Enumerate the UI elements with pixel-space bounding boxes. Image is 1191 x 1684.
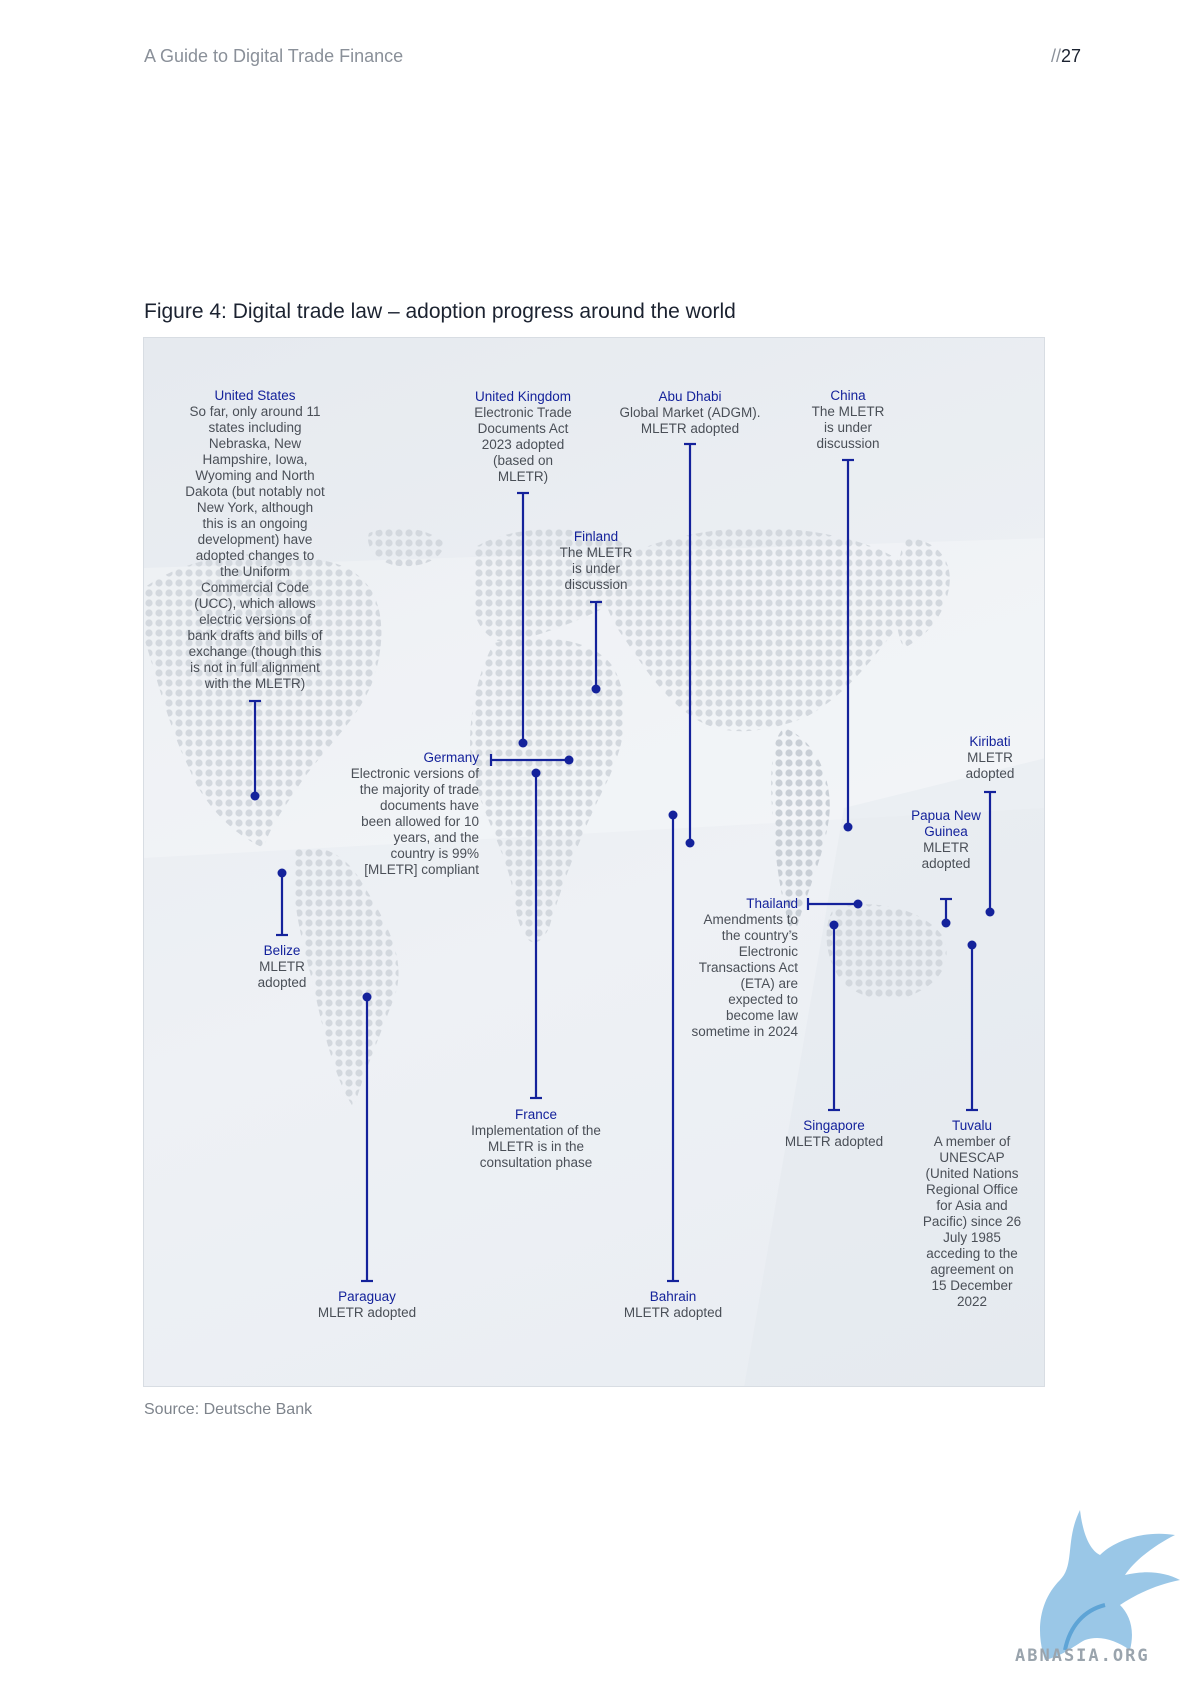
connector-lines (249, 442, 996, 1283)
marker-china (843, 822, 853, 832)
annotation-paraguay: Paraguay MLETR adopted (302, 1289, 432, 1321)
country-status: Amendments to the country’s Electronic T… (691, 912, 798, 1039)
country-name: Belize (263, 943, 301, 958)
country-name: Papua New Guinea (911, 808, 981, 839)
annotation-thailand: Thailand Amendments to the country’s Ele… (686, 896, 798, 1040)
marker-singapore (829, 920, 839, 930)
figure-source: Source: Deutsche Bank (144, 1401, 313, 1418)
country-name: China (830, 388, 866, 403)
world-map-figure: United States So far, only around 11 sta… (143, 337, 1045, 1387)
page-number-value: 27 (1060, 46, 1081, 66)
annotation-papua-new-guinea: Papua New Guinea MLETR adopted (910, 808, 982, 872)
marker-united-states (250, 791, 260, 801)
country-status: So far, only around 11 states including … (185, 404, 325, 691)
country-status: MLETR adopted (623, 1305, 723, 1320)
country-status: The MLETR is under discussion (811, 404, 885, 451)
annotation-united-states: United States So far, only around 11 sta… (185, 388, 325, 692)
country-name: Tuvalu (951, 1118, 993, 1133)
marker-kiribati (985, 907, 995, 917)
country-name: Singapore (803, 1118, 865, 1133)
annotation-bahrain: Bahrain MLETR adopted (608, 1289, 738, 1321)
marker-tuvalu (967, 940, 977, 950)
annotation-france: France Implementation of the MLETR is in… (466, 1107, 606, 1171)
annotation-germany: Germany Electronic versions of the major… (349, 750, 479, 878)
country-name: United States (214, 388, 296, 403)
logo-text: ABNASIA.ORG (1015, 1646, 1150, 1666)
country-status: A member of UNESCAP (United Nations Regi… (922, 1134, 1022, 1309)
country-status: MLETR adopted (784, 1134, 884, 1149)
country-name: Germany (423, 750, 479, 765)
country-name: France (514, 1107, 558, 1122)
country-name: Bahrain (649, 1289, 697, 1304)
griffin-logo-icon (1040, 1510, 1180, 1660)
marker-finland (591, 684, 601, 694)
country-status: MLETR adopted (921, 840, 971, 871)
marker-paraguay (362, 992, 372, 1002)
annotation-singapore: Singapore MLETR adopted (769, 1118, 899, 1150)
country-status: The MLETR is under discussion (559, 545, 633, 592)
document-title: A Guide to Digital Trade Finance (144, 46, 404, 66)
marker-united-kingdom (518, 738, 528, 748)
annotation-finland: Finland The MLETR is under discussion (553, 529, 639, 593)
marker-bahrain (668, 810, 678, 820)
marker-germany (564, 755, 574, 765)
country-status: Implementation of the MLETR is in the co… (471, 1123, 601, 1170)
page-number: //27 (1051, 46, 1081, 67)
annotation-kiribati: Kiribati MLETR adopted (954, 734, 1026, 782)
country-status: Global Market (ADGM). MLETR adopted (619, 405, 761, 436)
marker-abu-dhabi (685, 838, 695, 848)
world-map-svg (144, 442, 1044, 1386)
country-name: Paraguay (338, 1289, 396, 1304)
page-prefix: // (1050, 46, 1061, 66)
annotation-united-kingdom: United Kingdom Electronic Trade Document… (468, 389, 578, 485)
marker-papua-new-guinea (941, 918, 951, 928)
annotation-belize: Belize MLETR adopted (242, 943, 322, 991)
map-shading-right (744, 758, 1044, 1386)
country-status: MLETR adopted (257, 959, 307, 990)
world-map-dots (144, 527, 950, 1108)
marker-belize (277, 868, 287, 878)
annotation-tuvalu: Tuvalu A member of UNESCAP (United Natio… (921, 1118, 1023, 1310)
country-name: Thailand (746, 896, 798, 911)
country-name: Finland (573, 529, 619, 544)
annotation-china: China The MLETR is under discussion (805, 388, 891, 452)
country-status: Electronic Trade Documents Act 2023 adop… (474, 405, 572, 484)
figure-title: Figure 4: Digital trade law – adoption p… (144, 300, 736, 323)
country-name: United Kingdom (474, 389, 572, 404)
country-status: MLETR adopted (317, 1305, 417, 1320)
country-name: Abu Dhabi (658, 389, 722, 404)
country-name: Kiribati (969, 734, 1011, 749)
annotation-abu-dhabi: Abu Dhabi Global Market (ADGM). MLETR ad… (615, 389, 765, 437)
country-status: Electronic versions of the majority of t… (350, 766, 479, 877)
marker-thailand (853, 899, 863, 909)
country-status: MLETR adopted (965, 750, 1015, 781)
marker-france (531, 768, 541, 778)
